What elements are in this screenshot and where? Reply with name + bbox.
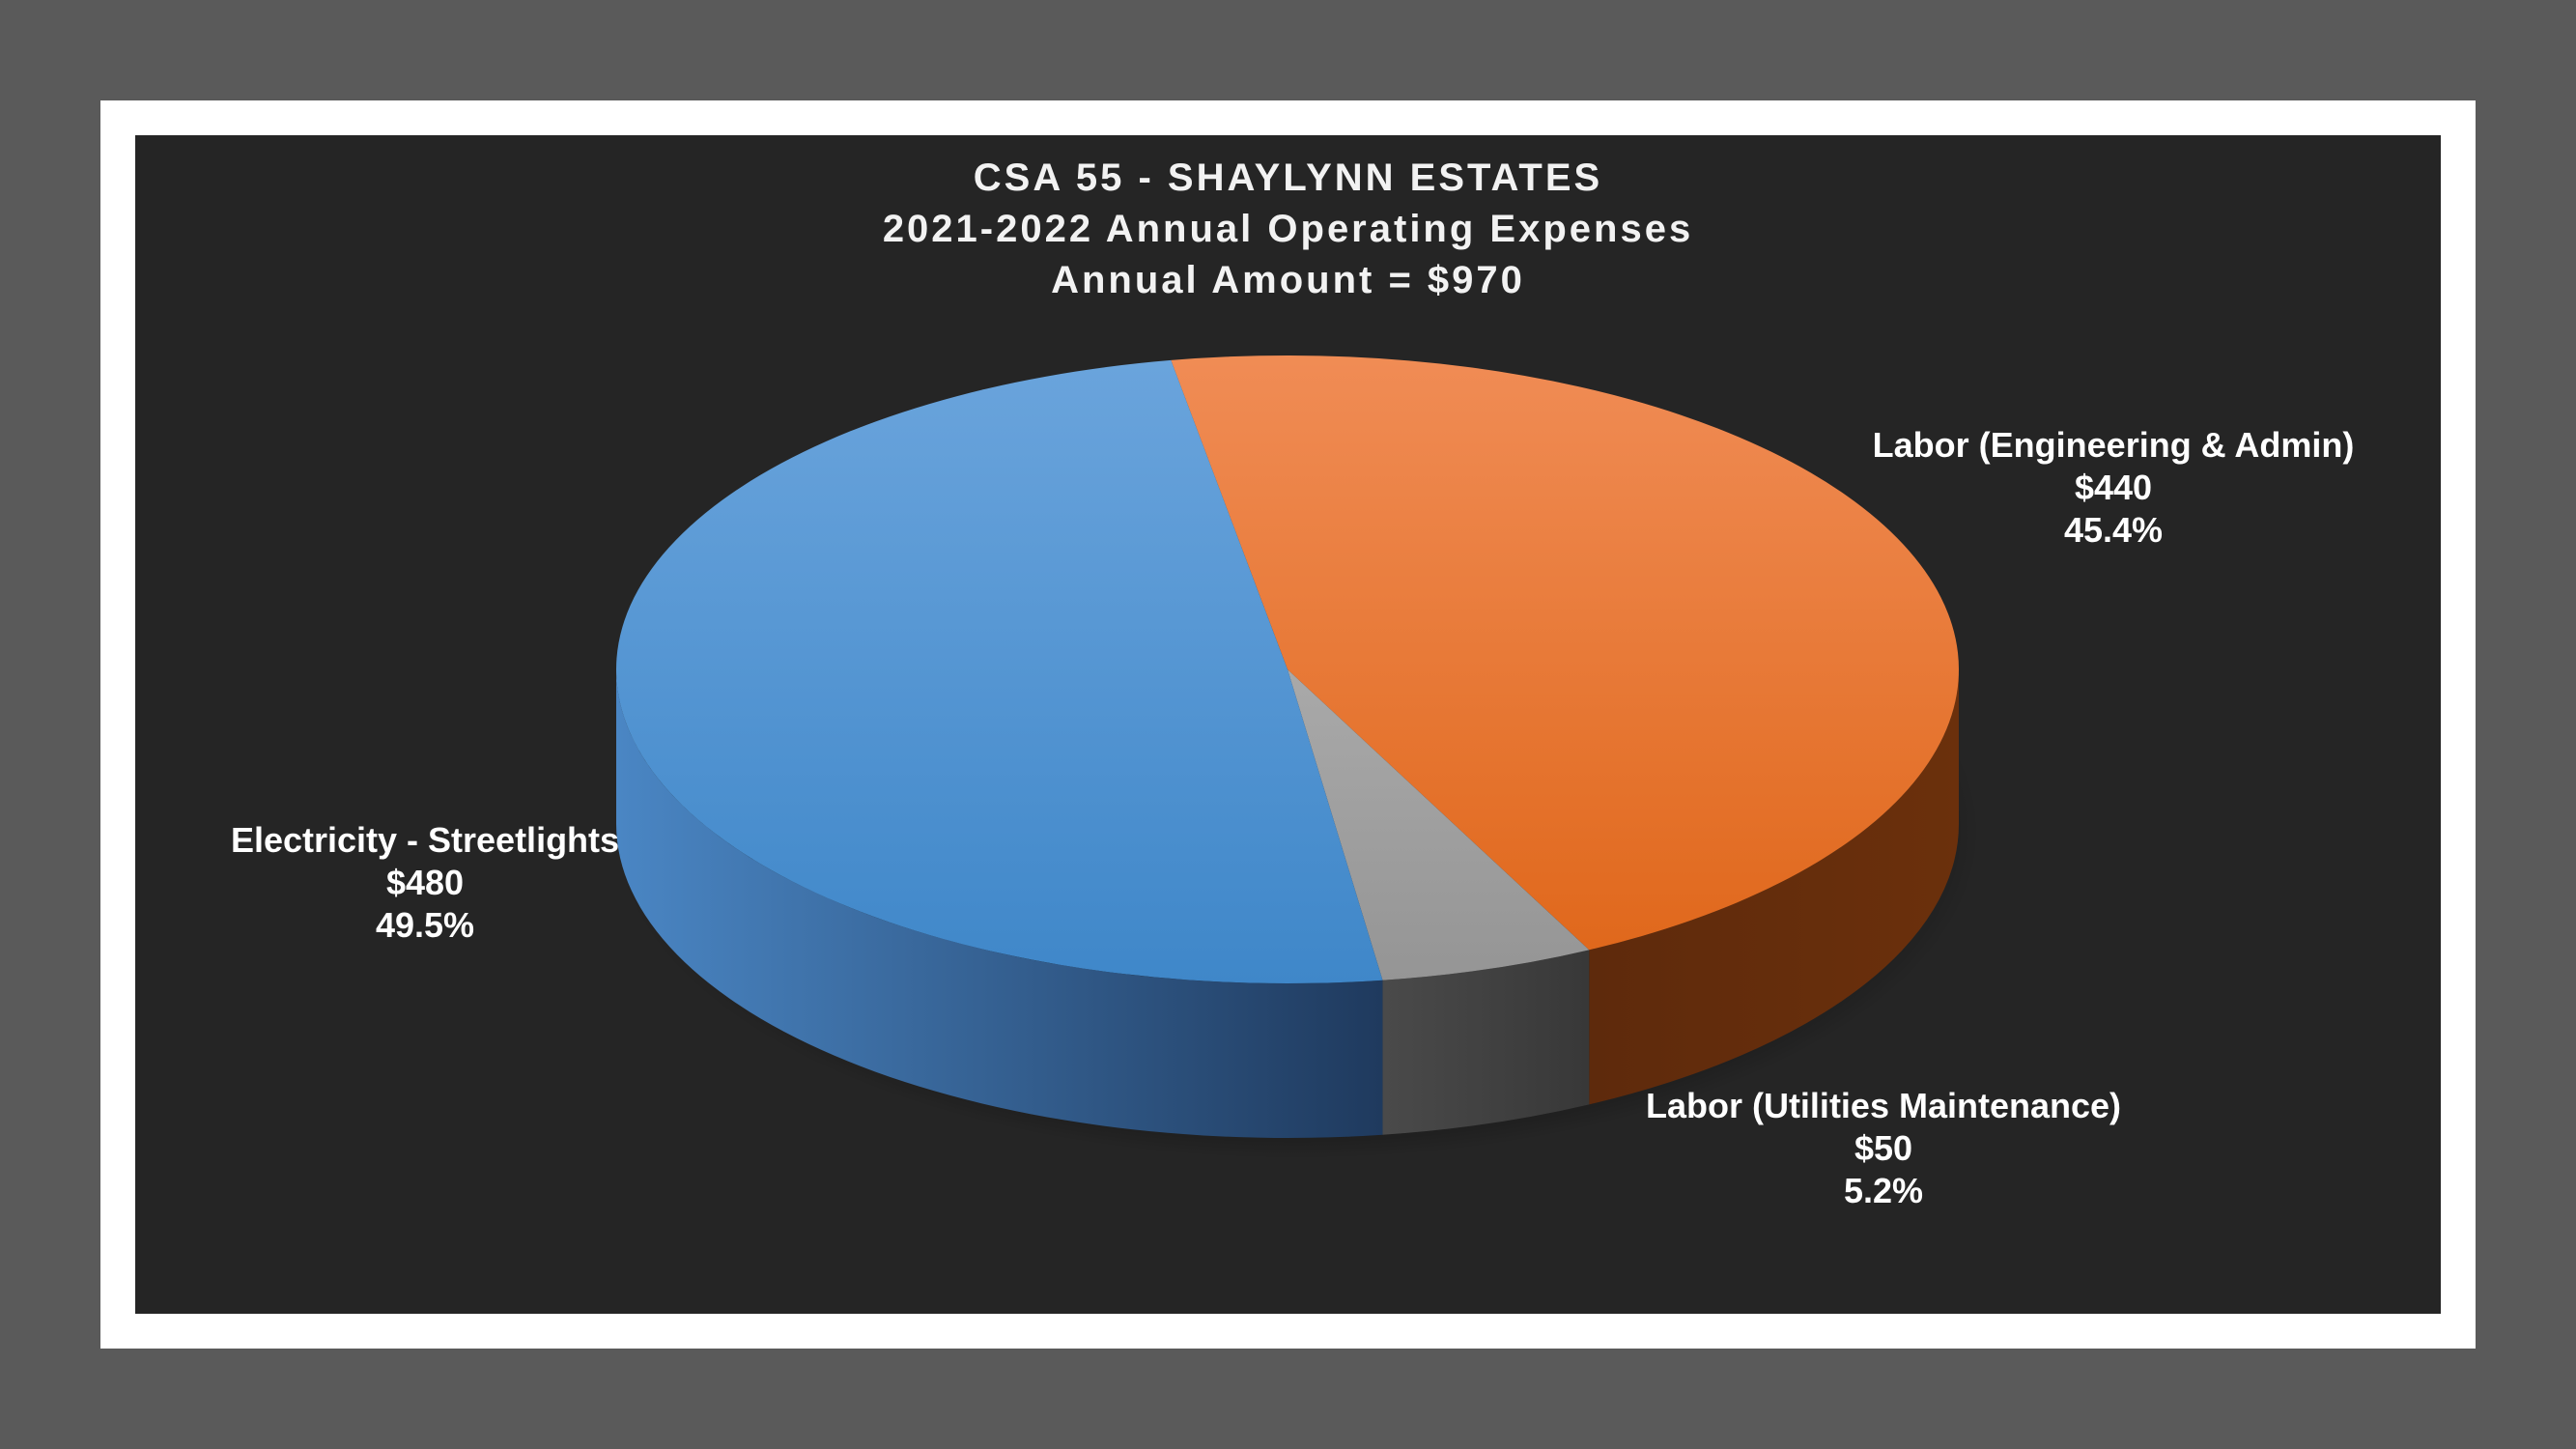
pie-slice-side-0 — [1589, 669, 1959, 1105]
chart-title-line-3: Annual Amount = $970 — [1051, 259, 1525, 301]
slice-label-2: Electricity - Streetlights $480 49.5% — [231, 820, 619, 945]
slice-label-amount: $440 — [2075, 468, 2152, 507]
chart-title-line-1: CSA 55 - SHAYLYNN ESTATES — [973, 156, 1603, 199]
slice-label-0: Labor (Engineering & Admin) $440 45.4% — [1873, 425, 2355, 550]
slice-label-name: Labor (Engineering & Admin) — [1873, 425, 2355, 465]
slice-label-amount: $480 — [386, 863, 464, 902]
chart-title-line-2: 2021-2022 Annual Operating Expenses — [882, 208, 1694, 250]
slice-label-name: Labor (Utilities Maintenance) — [1646, 1086, 2121, 1125]
slice-label-percent: 5.2% — [1844, 1171, 1923, 1210]
slice-label-name: Electricity - Streetlights — [231, 820, 619, 860]
pie-slice-side-2 — [616, 669, 1383, 1138]
slice-label-percent: 45.4% — [2064, 510, 2163, 550]
slice-label-1: Labor (Utilities Maintenance) $50 5.2% — [1646, 1086, 2121, 1210]
pie-slice-2 — [616, 359, 1383, 983]
pie-slice-0 — [1171, 355, 1959, 951]
slice-label-amount: $50 — [1854, 1128, 1912, 1168]
chart-title: CSA 55 - SHAYLYNN ESTATES 2021-2022 Annu… — [0, 153, 2576, 306]
slice-label-percent: 49.5% — [376, 905, 474, 945]
pie-slice-side-1 — [1382, 950, 1590, 1135]
pie-slice-1 — [1288, 669, 1590, 980]
